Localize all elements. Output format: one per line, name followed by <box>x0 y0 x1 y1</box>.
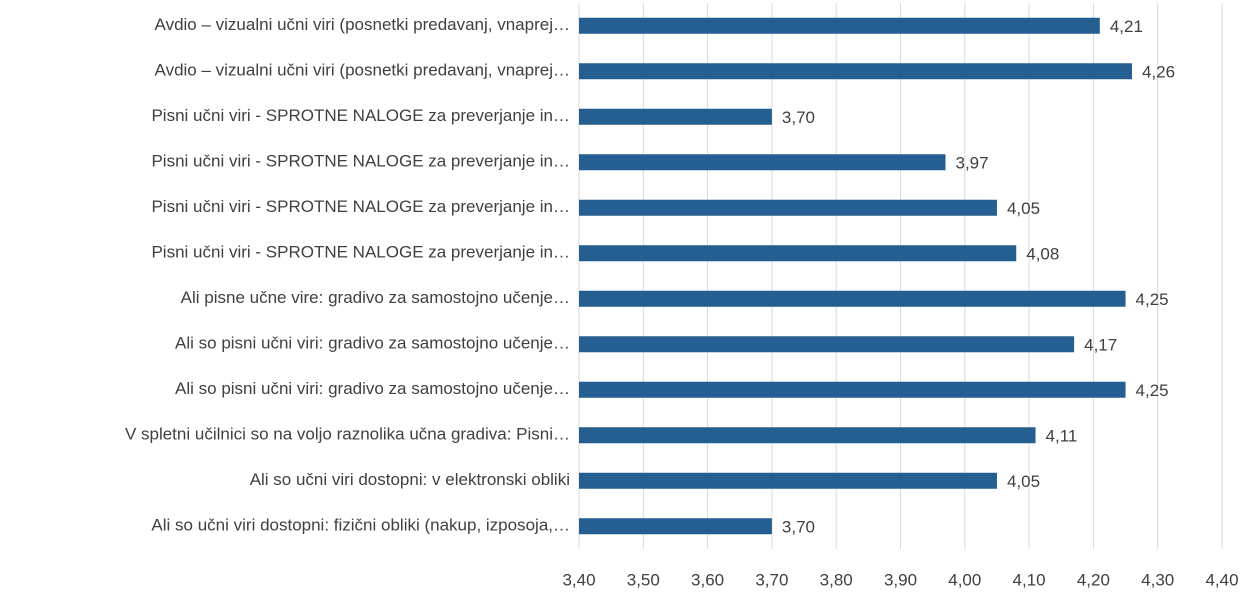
value-label: 4,08 <box>1026 245 1059 264</box>
x-tick-label: 3,90 <box>884 570 917 589</box>
value-label: 3,97 <box>956 154 989 173</box>
x-tick-label: 4,00 <box>948 570 981 589</box>
y-tick-label: Pisni učni viri - SPROTNE NALOGE za prev… <box>151 152 570 171</box>
x-tick-label: 3,80 <box>820 570 853 589</box>
bar <box>579 336 1075 353</box>
y-tick-label: Pisni učni viri - SPROTNE NALOGE za prev… <box>151 243 570 262</box>
x-tick-label: 4,10 <box>1013 570 1046 589</box>
bar <box>579 518 772 535</box>
value-label: 4,25 <box>1136 290 1169 309</box>
bar <box>579 63 1132 80</box>
x-tick-label: 3,70 <box>755 570 788 589</box>
value-label: 3,70 <box>782 518 815 537</box>
bar <box>579 381 1126 398</box>
x-tick-label: 3,40 <box>562 570 595 589</box>
value-label: 4,11 <box>1046 427 1078 446</box>
bar <box>579 290 1126 307</box>
value-label: 4,05 <box>1007 472 1040 491</box>
bar <box>579 427 1036 444</box>
x-tick-label: 4,30 <box>1141 570 1174 589</box>
value-label: 4,21 <box>1110 17 1143 36</box>
value-label: 4,05 <box>1007 199 1040 218</box>
x-tick-label: 4,20 <box>1077 570 1110 589</box>
x-tick-label: 3,60 <box>691 570 724 589</box>
y-tick-label: Avdio – vizualni učni viri (posnetki pre… <box>155 15 570 34</box>
bar <box>579 245 1017 262</box>
y-tick-label: Ali so učni viri dostopni: fizični oblik… <box>151 516 570 535</box>
y-tick-label: Ali so učni viri dostopni: v elektronski… <box>250 470 570 489</box>
value-label: 4,26 <box>1142 63 1175 82</box>
bar <box>579 199 997 216</box>
bar <box>579 108 772 125</box>
x-tick-label: 4,40 <box>1205 570 1238 589</box>
y-tick-label: Pisni učni viri - SPROTNE NALOGE za prev… <box>151 197 570 216</box>
bar <box>579 17 1100 34</box>
y-tick-label: Ali pisne učne vire: gradivo za samostoj… <box>181 288 570 307</box>
y-tick-label: Pisni učni viri - SPROTNE NALOGE za prev… <box>151 106 570 125</box>
bar <box>579 472 997 489</box>
value-label: 4,25 <box>1136 381 1169 400</box>
value-label: 4,17 <box>1084 336 1117 355</box>
y-tick-label: Avdio – vizualni učni viri (posnetki pre… <box>155 61 570 80</box>
y-tick-label: V spletni učilnici so na voljo raznolika… <box>125 425 570 444</box>
y-tick-label: Ali so pisni učni viri: gradivo za samos… <box>175 334 570 353</box>
value-label: 3,70 <box>782 108 815 127</box>
bar <box>579 154 946 171</box>
x-tick-label: 3,50 <box>627 570 660 589</box>
y-tick-label: Ali so pisni učni viri: gradivo za samos… <box>175 379 570 398</box>
